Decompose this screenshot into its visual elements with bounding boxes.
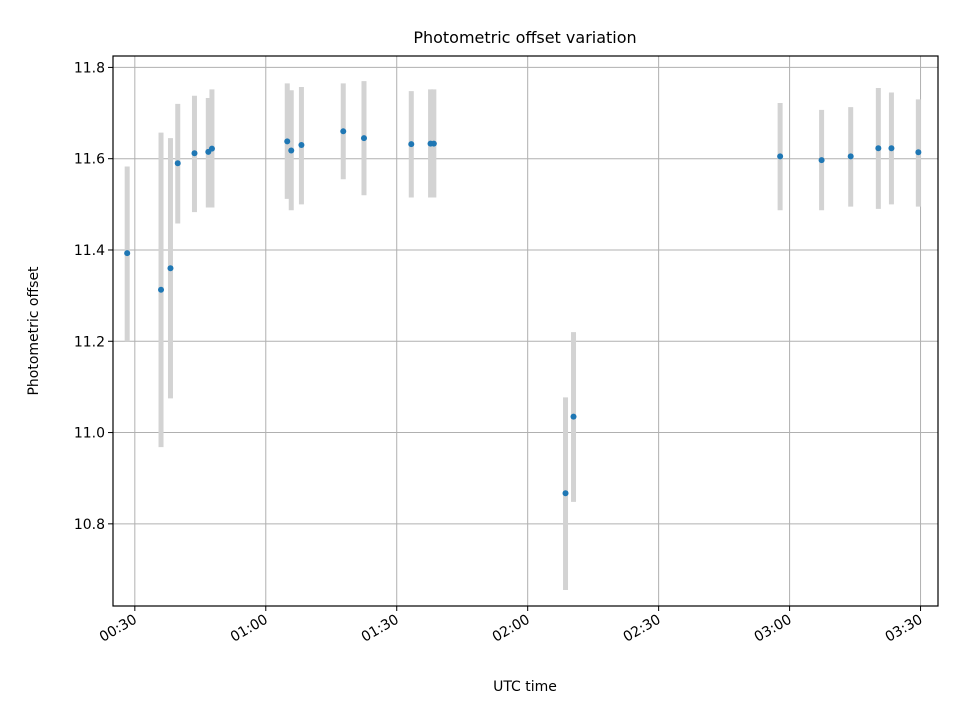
data-point [570, 413, 577, 420]
x-axis-label: UTC time [493, 679, 557, 695]
data-point [562, 490, 569, 497]
data-point [340, 128, 347, 135]
x-tick-label: 02:00 [490, 612, 533, 646]
data-point [915, 149, 922, 156]
data-points [124, 128, 922, 497]
data-point [408, 141, 415, 148]
grid [113, 56, 938, 606]
data-point [888, 145, 895, 152]
data-point [288, 147, 295, 154]
data-point [298, 142, 305, 149]
x-tick-label: 01:00 [228, 612, 271, 646]
data-point [208, 145, 215, 152]
x-tick-label: 02:30 [621, 612, 664, 646]
x-tick-label: 03:30 [883, 612, 926, 646]
y-tick-label: 11.2 [74, 334, 105, 350]
data-point [847, 153, 854, 160]
y-axis-ticks: 10.8 11.0 11.2 11.4 11.6 11.8 [74, 60, 113, 533]
y-axis-label: Photometric offset [26, 266, 42, 396]
data-point [360, 135, 367, 142]
y-tick-label: 11.4 [74, 243, 105, 259]
plot-area [113, 56, 938, 606]
x-tick-label: 01:30 [359, 612, 402, 646]
data-point [284, 138, 291, 145]
y-tick-label: 10.8 [74, 517, 105, 533]
data-point [818, 157, 825, 164]
data-point [124, 250, 131, 257]
data-point [174, 160, 181, 167]
data-point [430, 140, 437, 147]
data-point [167, 265, 174, 272]
data-point [875, 145, 882, 152]
chart-title: Photometric offset variation [413, 28, 636, 47]
data-point [158, 286, 165, 293]
y-tick-label: 11.6 [74, 152, 105, 168]
y-tick-label: 11.0 [74, 426, 105, 442]
plot-frame [112, 55, 939, 607]
data-point [777, 153, 784, 160]
x-tick-label: 03:00 [752, 612, 795, 646]
x-axis-ticks: 00:30 01:00 01:30 02:00 02:30 03:00 03:30 [97, 606, 926, 646]
data-point [191, 150, 198, 157]
x-tick-label: 00:30 [97, 612, 140, 646]
y-tick-label: 11.8 [74, 60, 105, 76]
